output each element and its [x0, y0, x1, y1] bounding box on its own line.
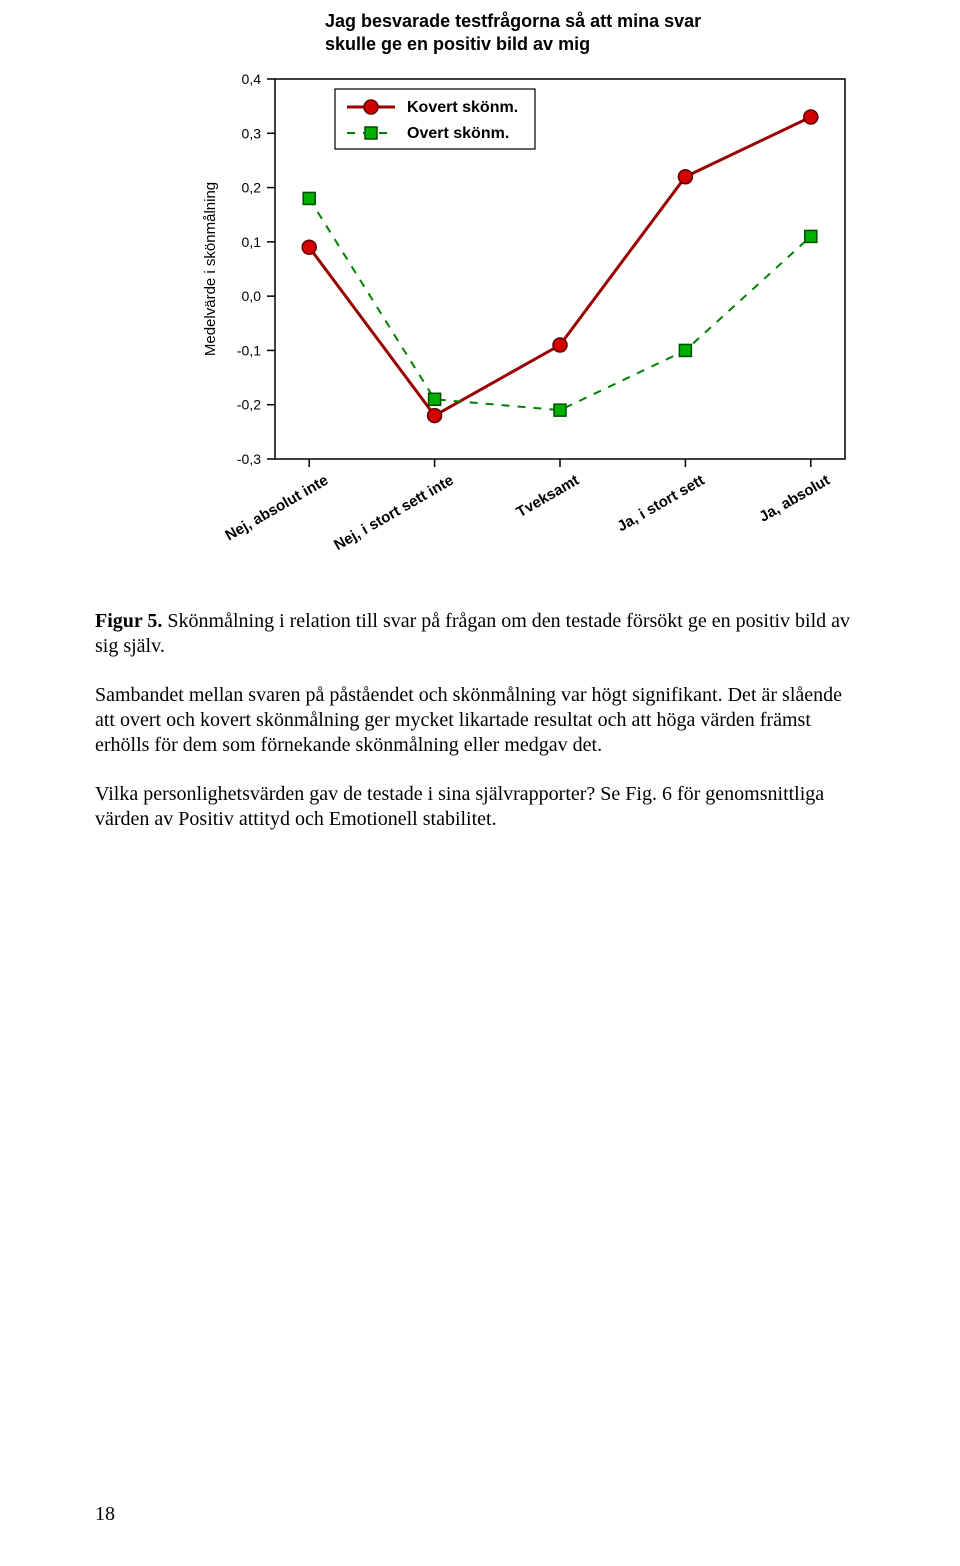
svg-text:-0,3: -0,3	[237, 451, 261, 467]
svg-text:0,1: 0,1	[242, 234, 262, 250]
body-paragraph-1: Sambandet mellan svaren på påståendet oc…	[95, 683, 865, 758]
body-paragraph-2: Vilka personlighetsvärden gav de testade…	[95, 782, 865, 832]
svg-text:Ja, i stort sett: Ja, i stort sett	[614, 472, 707, 535]
svg-text:-0,1: -0,1	[237, 342, 261, 358]
figure-caption-label: Figur 5.	[95, 610, 162, 632]
svg-text:Medelvärde i skönmålning: Medelvärde i skönmålning	[202, 182, 219, 356]
svg-text:Kovert skönm.: Kovert skönm.	[407, 99, 518, 116]
svg-text:Tveksamt: Tveksamt	[514, 472, 582, 521]
figure-caption: Figur 5. Skönmålning i relation till sva…	[95, 609, 865, 659]
svg-text:Nej, i stort sett inte: Nej, i stort sett inte	[331, 472, 456, 554]
svg-text:0,3: 0,3	[242, 125, 262, 141]
svg-text:Overt skönm.: Overt skönm.	[407, 125, 509, 142]
svg-text:-0,2: -0,2	[237, 397, 261, 413]
chart-title: Jag besvarade testfrågorna så att mina s…	[325, 10, 875, 55]
page-number: 18	[95, 1503, 115, 1526]
svg-text:0,4: 0,4	[242, 71, 262, 87]
svg-text:0,0: 0,0	[242, 288, 262, 304]
figure-caption-text: Skönmålning i relation till svar på fråg…	[95, 610, 850, 657]
chart-area: -0,3 -0,2 -0,1 0,0 0,1 0,2 0,3 0,4 Medelvärde i …	[175, 59, 875, 579]
svg-text:Ja, absolut: Ja, absolut	[756, 472, 832, 526]
svg-text:0,2: 0,2	[242, 180, 262, 196]
svg-text:Nej, absolut inte: Nej, absolut inte	[222, 472, 331, 545]
